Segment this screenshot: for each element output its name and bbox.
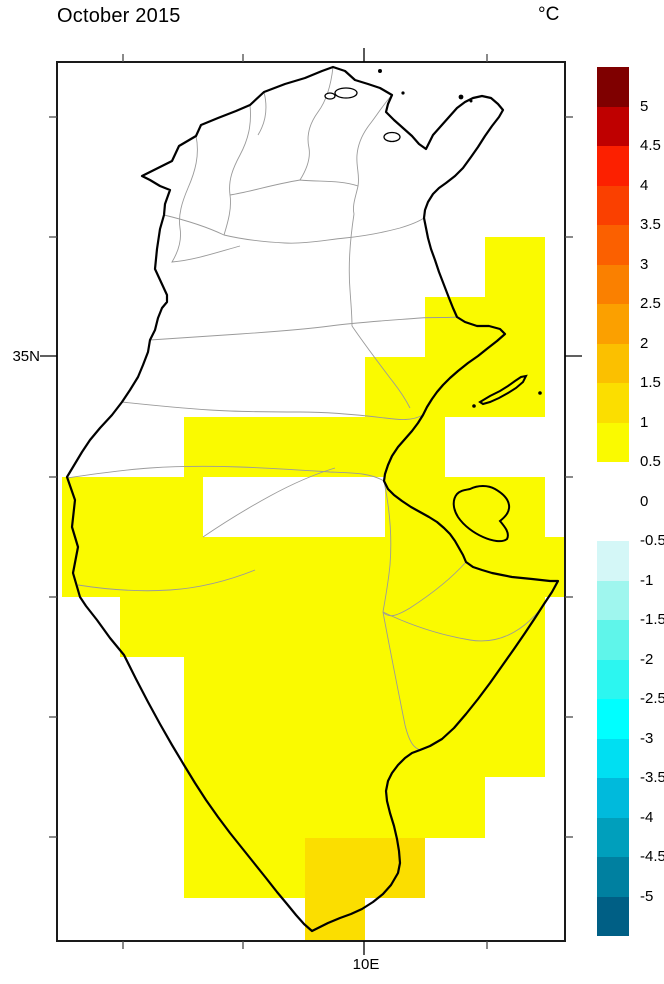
colorbar-box-warm-6 (597, 304, 629, 344)
anomaly-cell (62, 477, 203, 537)
colorbar-tick-label: -3.5 (640, 769, 664, 786)
colorbar-box-warm-0 (597, 67, 629, 107)
colorbar-tick-label: -4.5 (640, 848, 664, 865)
anomaly-cell (485, 237, 545, 297)
colorbar-box-cool-4 (597, 699, 629, 739)
map-frame (56, 61, 566, 942)
lake-ichkeul (324, 92, 336, 100)
colorbar-box-cool-7 (597, 817, 629, 857)
colorbar-tick-label: -2 (640, 650, 654, 668)
colorbar-tick-label: 0 (640, 492, 649, 510)
colorbar-box-cool-3 (597, 659, 629, 699)
colorbar-tick-label: 3 (640, 255, 649, 273)
axis-ticks (40, 48, 582, 955)
anomaly-cell (365, 357, 545, 417)
islet-zembretta (469, 99, 473, 103)
colorbar-box-warm-4 (597, 225, 629, 265)
colorbar-tick-label: -2.5 (640, 690, 664, 707)
governorate-borders (66, 66, 553, 751)
colorbar-box-warm-7 (597, 343, 629, 383)
islands (452, 374, 528, 543)
anomaly-cell (62, 537, 565, 597)
lake-bizerte (334, 87, 358, 99)
anomaly-cells (62, 237, 565, 941)
islet-zembra (458, 94, 464, 100)
islets (378, 69, 542, 408)
islet-plane (401, 91, 405, 95)
colorbar-tick-label: 1.5 (640, 374, 661, 391)
colorbar-box-warm-8 (597, 383, 629, 423)
anomaly-cell (184, 777, 485, 838)
lake-tunis (383, 131, 401, 143)
colorbar-tick-label: 4.5 (640, 137, 661, 154)
page-title: October 2015 (57, 5, 181, 27)
colorbar-box-cool-9 (597, 896, 629, 936)
latitude-tick-label: 35N (12, 348, 40, 365)
colorbar-box-cool-8 (597, 857, 629, 897)
colorbar-box-warm-1 (597, 106, 629, 146)
colorbar-tick-label: 3.5 (640, 216, 661, 233)
colorbar-tick-label: 5 (640, 97, 649, 115)
colorbar-box-warm-5 (597, 264, 629, 304)
anomaly-cell (184, 838, 305, 898)
colorbar-tick-label: 0.5 (640, 453, 661, 470)
islet-kneiss (472, 404, 476, 408)
islet-cani (378, 69, 382, 73)
colorbar-tick-label: -0.5 (640, 532, 664, 549)
colorbar-tick-label: 1 (640, 413, 649, 431)
anomaly-cell (385, 477, 545, 537)
longitude-tick-label: 10E (352, 956, 380, 973)
island-djerba (452, 485, 511, 543)
colorbar-tick-label: -4 (640, 808, 654, 826)
colorbar-box-warm-9 (597, 422, 629, 462)
colorbar-units-label: °C (538, 4, 560, 25)
colorbar-box-warm-2 (597, 146, 629, 186)
colorbar-box-cool-5 (597, 738, 629, 778)
colorbar-tick-label: 2.5 (640, 295, 661, 312)
anomaly-cell (184, 657, 545, 777)
colorbar-box-cool-6 (597, 778, 629, 818)
colorbar-tick-label: 4 (640, 176, 649, 194)
colorbar-tick-label: -1.5 (640, 611, 664, 628)
anomaly-cell (120, 597, 545, 657)
anomaly-cell (184, 417, 445, 477)
anomaly-cell (305, 838, 425, 898)
colorbar-tick-label: -3 (640, 729, 654, 747)
colorbar-box-warm-3 (597, 185, 629, 225)
colorbar-box-cool-1 (597, 580, 629, 620)
lakes (324, 87, 401, 143)
colorbar-tick-label: 2 (640, 334, 649, 352)
island-kerkennah (478, 374, 528, 406)
colorbar-box-cool-2 (597, 620, 629, 660)
islet-kuriat (538, 391, 542, 395)
colorbar-tick-label: -1 (640, 571, 654, 589)
country-outline (65, 65, 560, 933)
colorbar-box-cool-0 (597, 541, 629, 581)
colorbar-tick-label: -5 (640, 887, 654, 905)
